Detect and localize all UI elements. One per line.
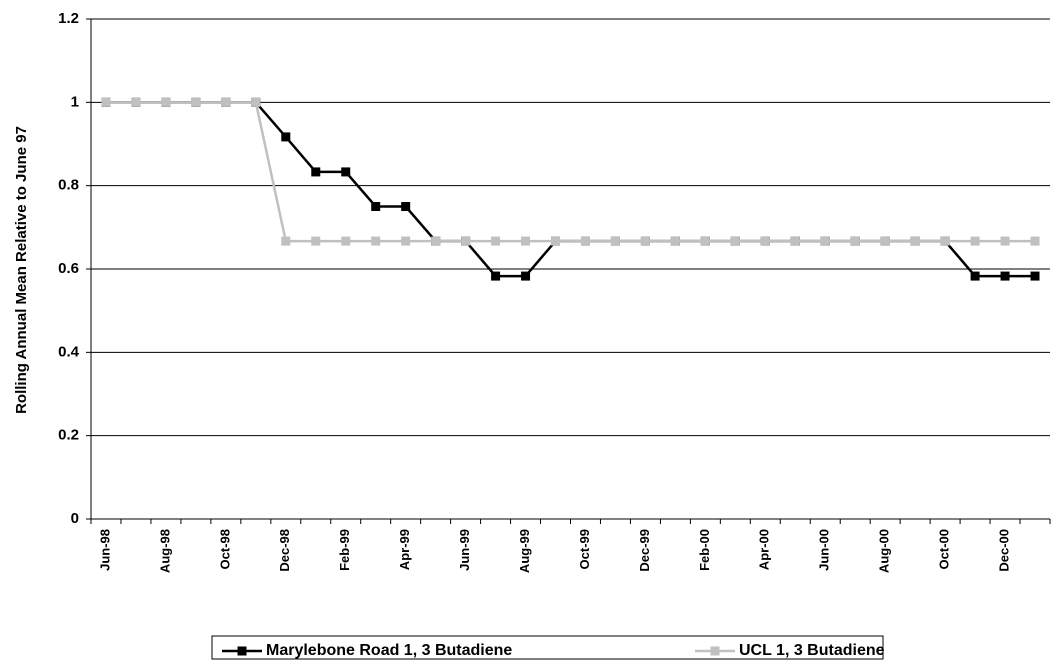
y-tick-label: 0.8 xyxy=(58,177,79,194)
marker xyxy=(700,236,710,246)
marker xyxy=(341,236,351,246)
marker xyxy=(730,236,740,246)
x-tick-label: Aug-99 xyxy=(517,529,532,573)
marker xyxy=(580,236,590,246)
marker xyxy=(491,271,501,281)
marker xyxy=(131,97,141,107)
y-tick-label: 0.2 xyxy=(58,427,79,444)
x-tick-label: Aug-00 xyxy=(877,529,892,573)
marker xyxy=(551,236,561,246)
x-tick-label: Dec-99 xyxy=(637,529,652,572)
marker xyxy=(281,236,291,246)
y-tick-label: 0 xyxy=(71,510,79,527)
x-tick-label: Apr-99 xyxy=(397,529,412,570)
marker xyxy=(970,236,980,246)
y-tick-label: 1.2 xyxy=(58,10,79,27)
marker xyxy=(161,97,171,107)
x-tick-label: Feb-99 xyxy=(337,529,352,571)
marker xyxy=(1000,236,1010,246)
marker xyxy=(880,236,890,246)
x-tick-label: Jun-99 xyxy=(457,529,472,571)
marker xyxy=(251,97,261,107)
y-tick-label: 1 xyxy=(71,93,79,110)
legend-label: Marylebone Road 1, 3 Butadiene xyxy=(266,642,512,659)
x-tick-label: Oct-99 xyxy=(577,529,592,569)
x-tick-label: Oct-98 xyxy=(217,529,232,569)
marker xyxy=(311,236,321,246)
y-tick-label: 0.4 xyxy=(58,343,80,360)
y-tick-label: 0.6 xyxy=(58,260,79,277)
marker xyxy=(521,236,531,246)
marker xyxy=(401,202,411,211)
x-tick-label: Dec-98 xyxy=(277,529,292,572)
marker xyxy=(101,97,111,107)
x-tick-label: Jun-00 xyxy=(817,529,832,571)
marker xyxy=(371,236,381,246)
marker xyxy=(910,236,920,246)
marker xyxy=(640,236,650,246)
x-tick-label: Oct-00 xyxy=(937,529,952,569)
marker xyxy=(281,132,291,142)
x-tick-label: Feb-00 xyxy=(697,529,712,571)
marker xyxy=(820,236,830,246)
marker xyxy=(461,236,471,246)
marker xyxy=(491,236,501,246)
marker xyxy=(311,167,321,177)
marker xyxy=(1000,271,1010,281)
legend-label: UCL 1, 3 Butadiene xyxy=(739,642,885,659)
marker xyxy=(760,236,770,246)
marker xyxy=(341,167,351,177)
marker xyxy=(221,97,231,107)
marker xyxy=(401,236,411,246)
marker xyxy=(670,236,680,246)
legend-marker xyxy=(237,646,247,656)
marker xyxy=(431,236,441,246)
legend-marker xyxy=(710,646,720,656)
marker xyxy=(940,236,950,246)
x-tick-label: Dec-00 xyxy=(996,529,1011,572)
marker xyxy=(191,97,201,107)
x-tick-label: Apr-00 xyxy=(757,529,772,570)
x-tick-label: Jun-98 xyxy=(97,529,112,571)
marker xyxy=(970,271,980,281)
series-line xyxy=(105,101,1036,278)
marker xyxy=(790,236,800,246)
marker xyxy=(521,271,531,281)
marker xyxy=(1030,236,1040,246)
marker xyxy=(1030,271,1040,281)
series-line xyxy=(105,101,1036,243)
marker xyxy=(610,236,620,246)
y-axis-label: Rolling Annual Mean Relative to June 97 xyxy=(13,126,30,414)
x-tick-label: Aug-98 xyxy=(157,529,172,573)
marker xyxy=(850,236,860,246)
marker xyxy=(371,202,381,211)
